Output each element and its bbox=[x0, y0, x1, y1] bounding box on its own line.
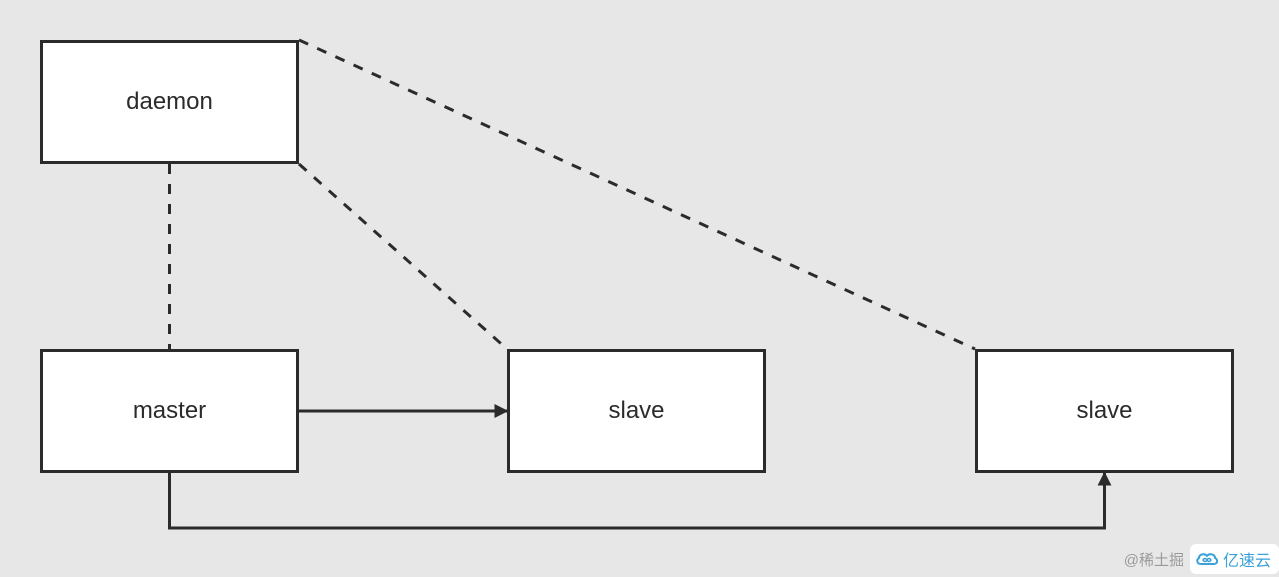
edge-master-to-slave2 bbox=[170, 473, 1105, 528]
cloud-icon bbox=[1194, 550, 1220, 568]
node-daemon: daemon bbox=[40, 40, 299, 164]
watermark-brand: 亿速云 bbox=[1190, 544, 1279, 574]
watermark-brand-text: 亿速云 bbox=[1223, 547, 1271, 571]
node-slave2-label: slave bbox=[1076, 397, 1132, 425]
edge-daemon-to-slave1 bbox=[299, 164, 507, 349]
node-slave1: slave bbox=[507, 349, 766, 473]
node-master-label: master bbox=[133, 397, 206, 425]
node-slave2: slave bbox=[975, 349, 1234, 473]
watermark-source-text: @稀土掘 bbox=[1124, 549, 1184, 570]
edge-daemon-to-slave2 bbox=[299, 40, 975, 349]
node-master: master bbox=[40, 349, 299, 473]
diagram-canvas: daemon master slave slave @稀土掘 亿速云 bbox=[0, 0, 1279, 577]
watermark: @稀土掘 亿速云 bbox=[1124, 544, 1279, 574]
node-daemon-label: daemon bbox=[126, 88, 213, 116]
node-slave1-label: slave bbox=[608, 397, 664, 425]
